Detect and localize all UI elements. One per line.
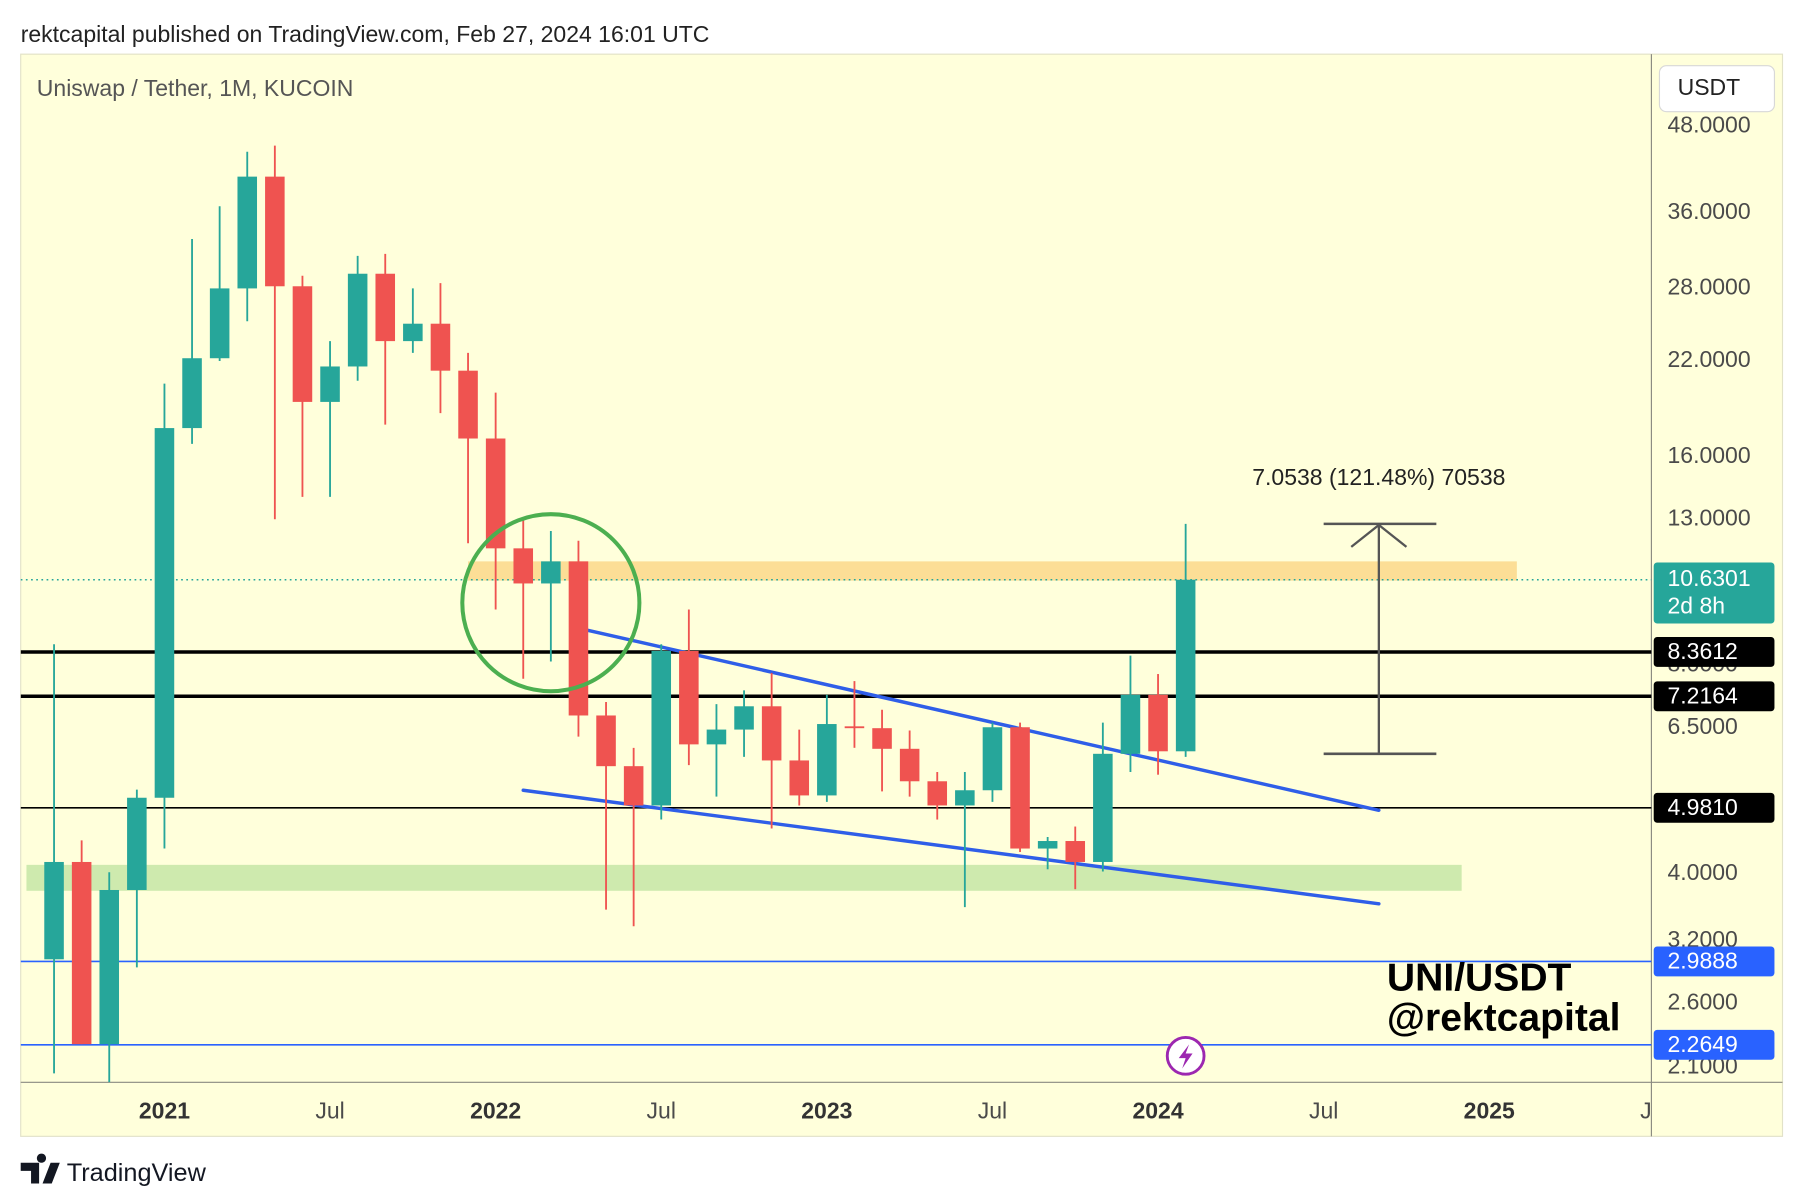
candle-body: [71, 861, 92, 1045]
candle-body: [485, 438, 506, 549]
unit-button[interactable]: [1658, 65, 1776, 113]
watermark: @rektcapital: [1387, 997, 1621, 1040]
candle-body: [513, 548, 534, 584]
candle-body: [292, 286, 313, 402]
candle-body: [817, 724, 837, 796]
header: rektcapital published on TradingView.com…: [21, 21, 710, 47]
level-label-box: [1653, 637, 1775, 667]
candle-body: [154, 428, 175, 798]
candle-body: [458, 370, 478, 439]
candle-body: [541, 561, 561, 584]
unit-label[interactable]: USDT: [1678, 74, 1741, 100]
x-tick-label: Jul: [1640, 1097, 1669, 1123]
x-tick-label: 2021: [139, 1097, 190, 1123]
y-tick-label: 6.5000: [1668, 713, 1738, 739]
candle-body: [872, 728, 892, 749]
y-tick-label: 36.0000: [1668, 198, 1751, 224]
level-label: 2.9888: [1668, 948, 1738, 974]
y-tick-label: 13.0000: [1668, 504, 1751, 530]
candle-body: [182, 358, 202, 429]
x-tick-label: 2022: [470, 1097, 521, 1123]
candle-body: [1010, 727, 1030, 849]
candle-body: [403, 323, 423, 342]
plot-area: [20, 145, 1652, 1083]
measure-arrow: [1350, 523, 1408, 548]
y-tick-label: 4.0000: [1668, 859, 1738, 885]
x-tick-label: 2023: [801, 1097, 852, 1123]
candle-body: [127, 797, 147, 890]
candle-body: [209, 288, 230, 359]
chart-panel: [20, 53, 1784, 1137]
candle-body: [982, 727, 1003, 791]
candle-body: [734, 706, 754, 730]
y-tick-label: 48.0000: [1668, 111, 1751, 137]
chart-title: Uniswap / Tether, 1M, KUCOIN: [37, 75, 354, 101]
zone: [468, 561, 1517, 581]
candle-body: [623, 766, 644, 806]
candle-body: [679, 650, 699, 745]
candle-body: [844, 726, 865, 729]
level-label-box: [1653, 946, 1775, 977]
x-tick-label: 2025: [1464, 1097, 1515, 1123]
candle-body: [375, 273, 396, 342]
candle-body: [651, 650, 672, 806]
level-label: 4.9810: [1668, 794, 1738, 820]
y-tick-label: 22.0000: [1668, 346, 1751, 372]
trendline: [521, 788, 1381, 906]
zone: [26, 864, 1462, 891]
current-price-label: 10.6301: [1668, 565, 1751, 591]
level-label-box: [1653, 792, 1775, 823]
candle-body: [99, 889, 120, 1045]
candle-body: [347, 273, 368, 367]
level-label-box: [1653, 681, 1775, 712]
candle-body: [1175, 579, 1196, 752]
candle-body: [761, 706, 782, 761]
candle-body: [44, 861, 64, 960]
candle-body: [1093, 753, 1113, 862]
candle-body: [1037, 841, 1058, 849]
y-tick-label: 28.0000: [1668, 273, 1751, 299]
x-tick-label: Jul: [978, 1097, 1007, 1123]
time-axis: 2021 Jul 2022 Jul 2023 Jul 2024 Jul 2025 Jul: [139, 1097, 1669, 1123]
candle-body: [706, 729, 727, 745]
y-tick-label: 2.6000: [1668, 988, 1738, 1014]
countdown-label: 2d 8h: [1668, 592, 1726, 618]
candle-body: [955, 790, 975, 806]
candle-body: [927, 781, 948, 806]
candle-body: [430, 323, 451, 371]
x-tick-label: Jul: [647, 1097, 676, 1123]
candle-body: [320, 366, 340, 402]
level-label-box: [1653, 1029, 1775, 1060]
candle-body: [1065, 841, 1086, 862]
price-axis: 48.0000 36.0000 28.0000 22.0000 16.0000 13.00…: [1653, 111, 1775, 1079]
highlight-circle: [460, 512, 642, 694]
candle-body: [1148, 694, 1168, 752]
footer-brand: TradingView: [67, 1159, 207, 1187]
x-tick-label: 2024: [1132, 1097, 1183, 1123]
candle-body: [265, 176, 285, 287]
x-tick-label: Jul: [315, 1097, 344, 1123]
candle-body: [596, 715, 616, 767]
event-icon-bolt: [1178, 1044, 1193, 1069]
candle-body: [899, 748, 920, 782]
footer-logo: [20, 1153, 60, 1184]
level-label: 8.3612: [1668, 638, 1738, 664]
x-tick-label: Jul: [1309, 1097, 1338, 1123]
watermark: UNI/USDT: [1387, 956, 1572, 999]
y-tick-label: 16.0000: [1668, 442, 1751, 468]
level-label: 7.2164: [1668, 682, 1739, 708]
measure-label: 7.0538 (121.48%) 70538: [1252, 464, 1505, 490]
current-price-box: [1653, 562, 1775, 624]
candle-body: [237, 176, 258, 289]
candle-body: [568, 561, 589, 716]
candle-body: [789, 760, 810, 796]
level-label: 2.2649: [1668, 1031, 1738, 1057]
trendline: [576, 626, 1381, 812]
candle-body: [1120, 694, 1141, 754]
